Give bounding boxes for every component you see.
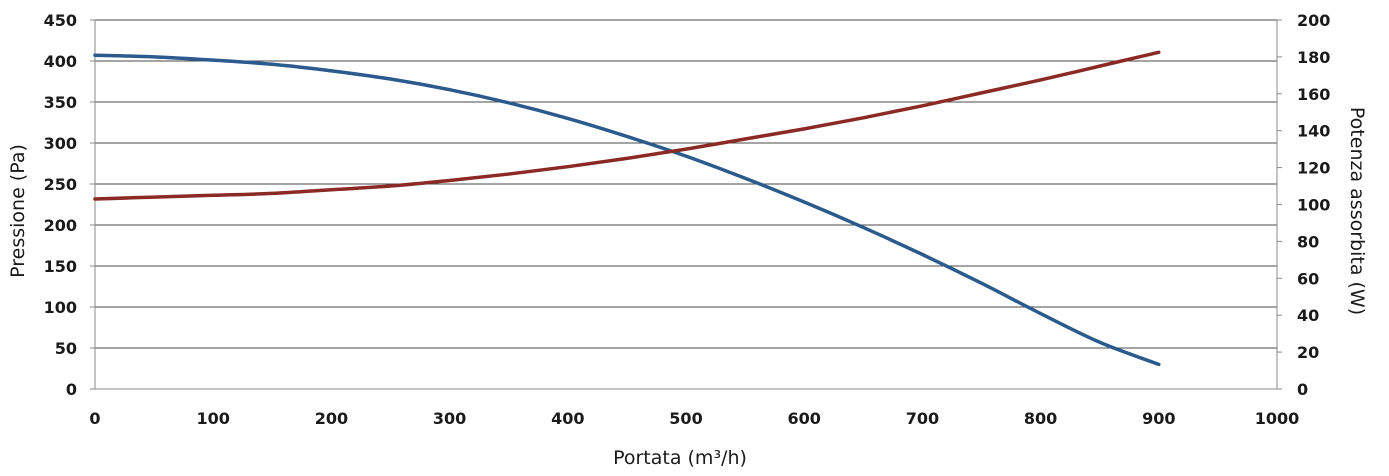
x-tick-label: 900 xyxy=(1142,409,1175,428)
series-line-power xyxy=(93,50,1161,201)
tick-labels: 0 50 100 150 200 250 300 350 400 450 0 20 40 60 80 100 1… xyxy=(44,11,1331,428)
y-left-tick-label: 350 xyxy=(44,93,77,112)
y-left-tick-label: 200 xyxy=(44,216,77,235)
y-right-tick-label: 200 xyxy=(1297,11,1330,30)
x-tick-label: 300 xyxy=(433,409,466,428)
y-right-tick-label: 80 xyxy=(1297,232,1319,251)
y-right-tick-label: 140 xyxy=(1297,122,1330,141)
x-tick-label: 0 xyxy=(89,409,100,428)
y-right-tick-label: 40 xyxy=(1297,306,1319,325)
x-tick-label: 800 xyxy=(1024,409,1057,428)
y-right-tick-label: 20 xyxy=(1297,343,1319,362)
y-right-tick-label: 0 xyxy=(1297,380,1308,399)
x-tick-label: 400 xyxy=(551,409,584,428)
y-axis-right-title: Potenza assorbita (W) xyxy=(1346,107,1368,315)
x-tick-label: 200 xyxy=(315,409,348,428)
x-tick-label: 500 xyxy=(669,409,702,428)
y-left-tick-label: 100 xyxy=(44,298,77,317)
gridlines xyxy=(95,19,1277,349)
series-group xyxy=(93,50,1161,367)
x-tick-label: 600 xyxy=(787,409,820,428)
y-right-tick-label: 160 xyxy=(1297,85,1330,104)
x-tick-label: 700 xyxy=(906,409,939,428)
y-left-tick-label: 400 xyxy=(44,52,77,71)
y-left-tick-label: 450 xyxy=(44,11,77,30)
y-left-tick-label: 150 xyxy=(44,257,77,276)
x-tick-label: 100 xyxy=(196,409,229,428)
x-axis-title: Portata (m³/h) xyxy=(613,447,747,469)
axes xyxy=(90,19,1282,390)
y-right-tick-label: 180 xyxy=(1297,48,1330,67)
y-left-tick-label: 0 xyxy=(66,380,77,399)
y-right-tick-label: 60 xyxy=(1297,269,1319,288)
x-tick-label: 1000 xyxy=(1255,409,1300,428)
y-left-tick-label: 300 xyxy=(44,134,77,153)
y-left-tick-label: 50 xyxy=(55,339,77,358)
y-left-tick-label: 250 xyxy=(44,175,77,194)
series-line-pressure xyxy=(93,53,1161,367)
y-right-tick-label: 120 xyxy=(1297,159,1330,178)
y-axis-left-title: Pressione (Pa) xyxy=(7,144,29,278)
y-right-tick-label: 100 xyxy=(1297,196,1330,215)
